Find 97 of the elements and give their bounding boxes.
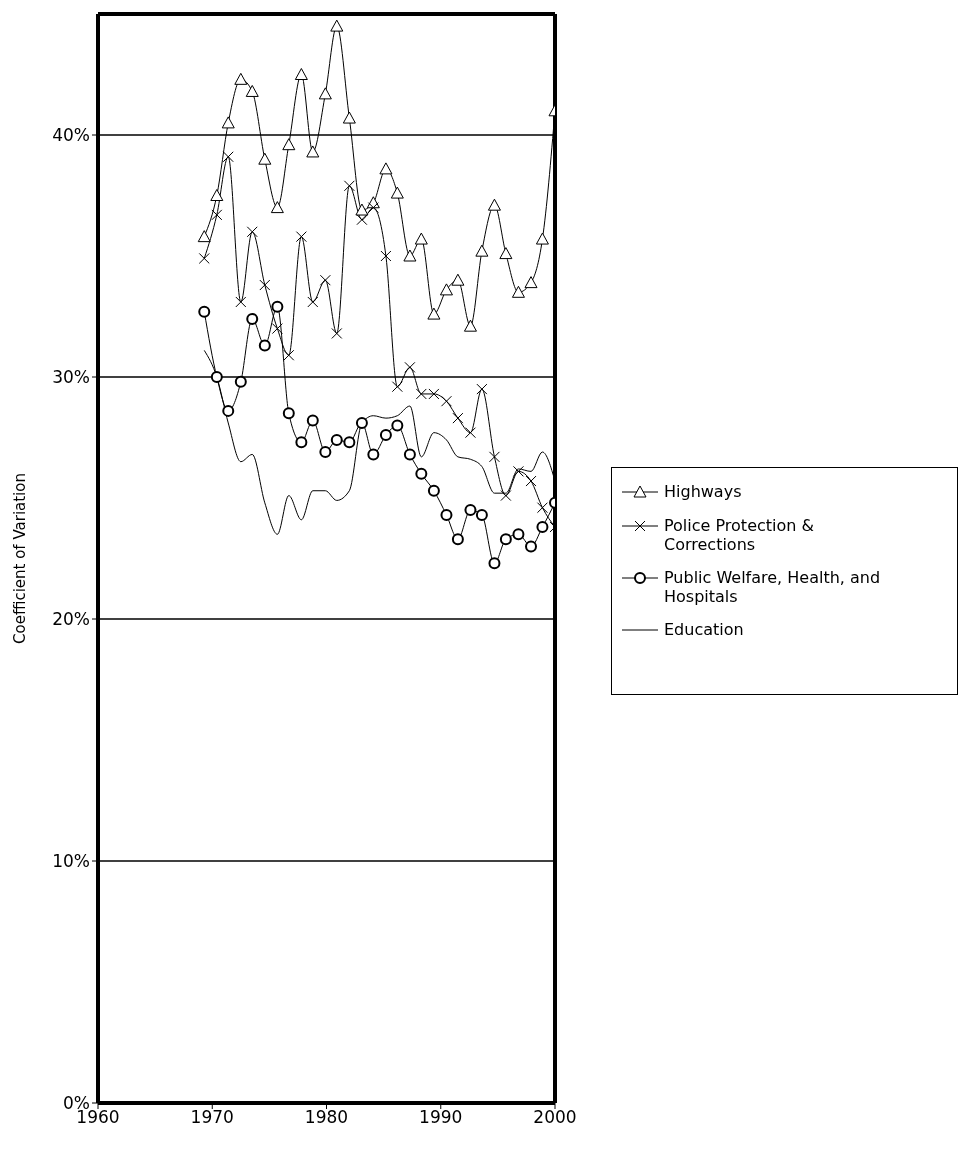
point bbox=[282, 407, 295, 420]
point bbox=[342, 111, 356, 124]
point bbox=[222, 151, 234, 163]
point bbox=[318, 87, 332, 100]
point bbox=[452, 412, 464, 424]
point bbox=[415, 467, 428, 480]
legend-label: Public Welfare, Health, and Hospitals bbox=[664, 567, 882, 606]
point bbox=[222, 404, 235, 417]
point bbox=[355, 416, 368, 429]
point bbox=[198, 252, 210, 264]
point bbox=[451, 273, 465, 286]
point bbox=[367, 448, 380, 461]
point bbox=[258, 339, 271, 352]
point bbox=[331, 327, 343, 339]
y-tick-label: 30% bbox=[52, 367, 90, 388]
x-tick-label: 1970 bbox=[190, 1107, 234, 1128]
point bbox=[524, 276, 538, 289]
point bbox=[404, 361, 416, 373]
point bbox=[234, 72, 248, 85]
point bbox=[536, 521, 549, 534]
point bbox=[197, 230, 211, 243]
point bbox=[536, 502, 548, 514]
x-tick-label: 1990 bbox=[419, 1107, 463, 1128]
point bbox=[258, 152, 272, 165]
point bbox=[499, 247, 513, 260]
point bbox=[512, 528, 525, 541]
point bbox=[440, 508, 453, 521]
point bbox=[210, 371, 223, 383]
point bbox=[282, 138, 296, 151]
point bbox=[306, 414, 319, 427]
point bbox=[319, 274, 331, 286]
point bbox=[475, 508, 488, 521]
point bbox=[355, 203, 369, 216]
point bbox=[294, 68, 308, 80]
point bbox=[475, 244, 489, 257]
point bbox=[464, 504, 477, 517]
point bbox=[511, 285, 525, 298]
point bbox=[210, 189, 224, 201]
y-tick-label: 20% bbox=[52, 609, 90, 630]
point bbox=[270, 201, 284, 214]
point bbox=[198, 305, 211, 318]
point bbox=[246, 226, 258, 238]
point bbox=[283, 349, 295, 361]
point bbox=[390, 186, 404, 199]
point bbox=[427, 307, 441, 320]
legend-label: Police Protection & Corrections bbox=[664, 515, 815, 554]
point bbox=[451, 533, 464, 546]
point bbox=[391, 381, 403, 393]
point bbox=[343, 180, 355, 192]
point bbox=[307, 296, 319, 308]
point bbox=[512, 465, 524, 477]
point bbox=[271, 323, 283, 335]
x-tick-label: 2000 bbox=[533, 1107, 577, 1128]
point bbox=[476, 383, 488, 395]
point bbox=[463, 319, 477, 332]
point bbox=[295, 231, 307, 243]
point bbox=[221, 116, 235, 129]
point bbox=[403, 249, 417, 262]
y-tick-label: 10% bbox=[52, 851, 90, 872]
point bbox=[488, 557, 501, 570]
point bbox=[245, 84, 259, 97]
point bbox=[439, 283, 453, 296]
point bbox=[379, 429, 392, 442]
point bbox=[525, 540, 538, 553]
point bbox=[440, 395, 452, 407]
point bbox=[427, 484, 440, 497]
point bbox=[391, 419, 404, 432]
point bbox=[330, 433, 343, 446]
point bbox=[525, 475, 537, 487]
point bbox=[379, 162, 393, 175]
point bbox=[356, 214, 368, 226]
point bbox=[464, 427, 476, 439]
point bbox=[211, 209, 223, 221]
point bbox=[306, 145, 320, 158]
point bbox=[499, 533, 512, 546]
point bbox=[500, 490, 512, 502]
point bbox=[380, 250, 392, 262]
point bbox=[271, 300, 284, 313]
point bbox=[487, 198, 501, 211]
point bbox=[295, 436, 308, 449]
point bbox=[330, 19, 344, 32]
legend-label: Education bbox=[664, 619, 744, 639]
point bbox=[403, 448, 416, 461]
point bbox=[259, 279, 271, 291]
point bbox=[535, 232, 549, 245]
point bbox=[234, 375, 247, 388]
point bbox=[319, 446, 332, 459]
point bbox=[367, 202, 379, 214]
point bbox=[246, 312, 259, 325]
y-tick-label: 40% bbox=[52, 125, 90, 146]
point bbox=[343, 436, 356, 449]
point bbox=[414, 232, 428, 245]
point bbox=[235, 296, 247, 308]
point bbox=[488, 451, 500, 463]
y-axis-title: Coefficient of Variation bbox=[11, 473, 30, 644]
legend-label: Highways bbox=[664, 481, 742, 501]
x-tick-label: 1980 bbox=[304, 1107, 349, 1128]
